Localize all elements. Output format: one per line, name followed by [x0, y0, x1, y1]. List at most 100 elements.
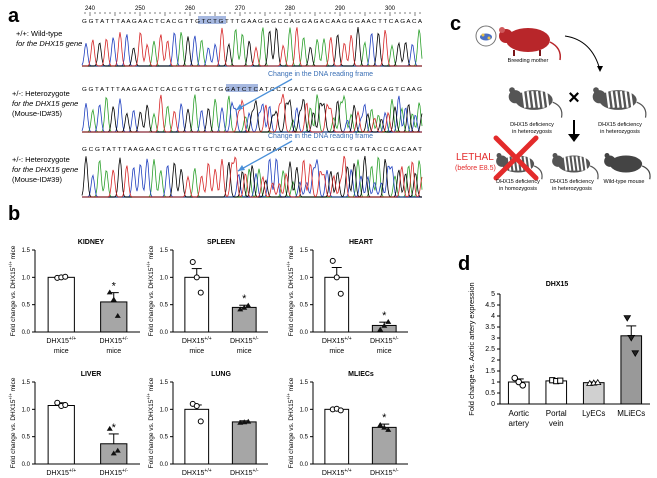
y-label-text: Fold change vs. DHX15: [288, 267, 295, 336]
chromatogram-heterozygote-39: +/-: Heterozygote for the DHX15 gene (Mo…: [12, 147, 423, 198]
mouse-tail: [533, 165, 543, 180]
position-label: 280: [285, 6, 296, 12]
x-label-prefix: DHX15: [370, 338, 393, 345]
chart-title: KIDNEY: [78, 239, 105, 246]
x-tick-label: DHX15+/-: [370, 336, 399, 345]
x-tick-label: DHX15+/-: [230, 468, 259, 477]
data-point: [193, 403, 200, 410]
x-label-prefix: DHX15: [182, 470, 205, 477]
mouse-stripe: [605, 91, 611, 108]
y-tick-label: 1.0: [22, 407, 31, 413]
cross-symbol: ×: [568, 87, 580, 109]
x-label-line: vein: [549, 419, 564, 428]
y-tick-label: 0.5: [160, 435, 169, 441]
data-point: [106, 289, 113, 295]
y-label-superscript: +/+: [286, 261, 291, 268]
mouse-body: [609, 155, 643, 173]
bar: [231, 421, 257, 465]
y-tick-label: 0.0: [160, 330, 169, 336]
arrowhead: [568, 134, 580, 142]
panel-letter-a: a: [8, 5, 20, 27]
lethal-cross-icon: [493, 135, 539, 181]
y-tick-label: 1.5: [300, 380, 309, 386]
x-label-line: artery: [509, 419, 529, 428]
data-point: [385, 319, 392, 324]
y-label-superscript: +/+: [146, 261, 151, 268]
x-label-prefix: DHX15: [46, 338, 69, 345]
trace-thymine: [82, 93, 422, 133]
mouse-stripe: [521, 91, 527, 108]
y-axis-label: Fold change vs. DHX15+/+ mice: [8, 377, 17, 468]
offspring-3-label: Wild-type mouse: [604, 179, 645, 185]
y-tick-label: 3.5: [485, 324, 495, 331]
x-label-superscript: +/+: [204, 468, 211, 474]
mouse-stripe: [629, 91, 634, 108]
position-label: 270: [235, 6, 246, 12]
mouse-head: [592, 90, 606, 104]
data-point: [110, 296, 117, 302]
y-tick-label: 0.5: [485, 390, 495, 397]
y-tick-label: 0.0: [300, 462, 309, 468]
x-label-prefix: DHX15: [46, 470, 69, 477]
chromatogram-traces: [81, 27, 423, 67]
offspring-1-label-1: DHX15 deficiency: [496, 179, 540, 185]
data-point: [114, 447, 121, 453]
panel-letter-c: c: [450, 13, 461, 35]
y-tick-label: 0.5: [160, 303, 169, 309]
data-point: [385, 426, 392, 432]
position-label: 250: [135, 6, 146, 12]
panel-a-chromatograms: 240 250 260 270 280 290 300 +/+: Wild-type for…: [12, 6, 423, 198]
x-tick-label: DHX15+/+: [322, 336, 352, 345]
x-label-prefix: DHX15: [99, 470, 122, 477]
parent-left-label-2: in heterozygosis: [512, 129, 552, 135]
y-label-text: mice: [288, 245, 295, 261]
x-label-prefix: DHX15: [99, 338, 122, 345]
mouse-stripe: [567, 156, 572, 171]
bar: [47, 276, 75, 333]
x-label-line2: mice: [329, 348, 344, 355]
x-label-superscript: +/+: [69, 336, 76, 342]
x-label-superscript: +/+: [69, 468, 76, 474]
x-tick-label: DHX15+/+: [182, 468, 212, 477]
x-label-prefix: DHX15: [182, 338, 205, 345]
y-axis-label: Fold change vs. Aortic artery expression: [467, 282, 476, 415]
chromatogram-traces: [81, 155, 423, 198]
data-point: [62, 273, 69, 280]
x-label-superscript: +/-: [393, 336, 399, 342]
x-label-superscript: +/+: [204, 336, 211, 342]
data-point: [377, 422, 384, 427]
mouse-stripe: [540, 91, 545, 108]
mouse-stripe: [575, 156, 580, 171]
data-point: [337, 407, 344, 414]
x-tick-label: Portal vein: [546, 409, 567, 428]
y-tick-label: 1.5: [22, 248, 31, 254]
y-label-text: mice: [10, 245, 17, 261]
chart-title: SPLEEN: [207, 239, 235, 246]
significance-star: *: [112, 422, 117, 434]
trace-cytosine: [82, 158, 422, 198]
mouse-stripe: [527, 156, 532, 171]
significance-star: *: [382, 310, 387, 322]
x-label-superscript: +/-: [253, 336, 259, 342]
y-tick-label: 1.0: [300, 407, 309, 413]
position-label: 300: [385, 6, 396, 12]
mouse-ear: [496, 152, 502, 158]
x-label-line2: mice: [377, 348, 392, 355]
bar: [184, 276, 210, 333]
chart-dhx15-expression: DHX15 0 0.5 1 1.5 2 2.5 3 3.5 4 4.5 5 Fold change vs…: [467, 281, 650, 428]
panel-letter-d: d: [458, 253, 470, 275]
bar: [231, 306, 257, 333]
bar: [545, 380, 568, 405]
x-tick-label: Aortic artery: [509, 409, 529, 428]
data-point: [62, 401, 69, 408]
row-label-line: +/-: Heterozygote: [12, 155, 70, 164]
mouse-stripe: [545, 91, 550, 108]
mouse-stripe: [535, 91, 541, 108]
offspring-heterozygous-mouse-icon: [552, 152, 599, 180]
y-tick-label: 0.0: [300, 330, 309, 336]
parent-right-label-1: DHX15 deficiency: [598, 122, 642, 128]
sequence-position-ruler: 240 250 260 270 280 290 300: [84, 6, 421, 16]
y-tick-label: 0.5: [300, 303, 309, 309]
mouse-tail: [636, 101, 647, 118]
